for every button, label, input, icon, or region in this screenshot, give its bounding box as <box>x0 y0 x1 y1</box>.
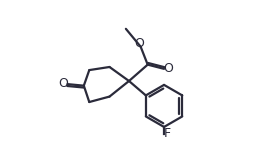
Text: O: O <box>58 77 68 90</box>
Text: O: O <box>163 62 173 75</box>
Text: O: O <box>135 37 144 50</box>
Text: F: F <box>164 127 171 140</box>
